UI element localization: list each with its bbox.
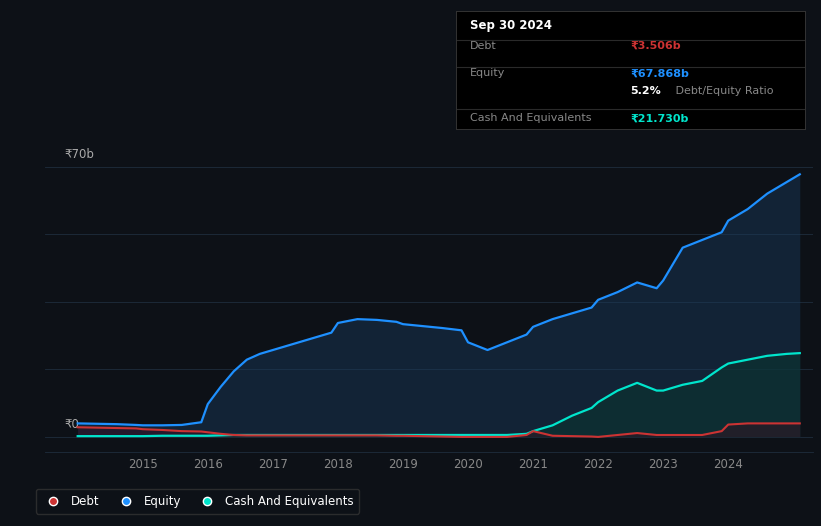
Text: Cash And Equivalents: Cash And Equivalents [470, 113, 591, 123]
Text: Debt/Equity Ratio: Debt/Equity Ratio [672, 86, 773, 96]
Text: ₹67.868b: ₹67.868b [631, 68, 689, 78]
Text: Debt: Debt [470, 41, 497, 51]
Text: Equity: Equity [470, 68, 505, 78]
Text: ₹21.730b: ₹21.730b [631, 113, 689, 123]
Legend: Debt, Equity, Cash And Equivalents: Debt, Equity, Cash And Equivalents [35, 489, 359, 513]
Text: ₹0: ₹0 [65, 418, 80, 431]
Text: ₹3.506b: ₹3.506b [631, 41, 681, 51]
Text: Sep 30 2024: Sep 30 2024 [470, 19, 552, 32]
Text: ₹70b: ₹70b [65, 148, 94, 161]
Text: 5.2%: 5.2% [631, 86, 661, 96]
